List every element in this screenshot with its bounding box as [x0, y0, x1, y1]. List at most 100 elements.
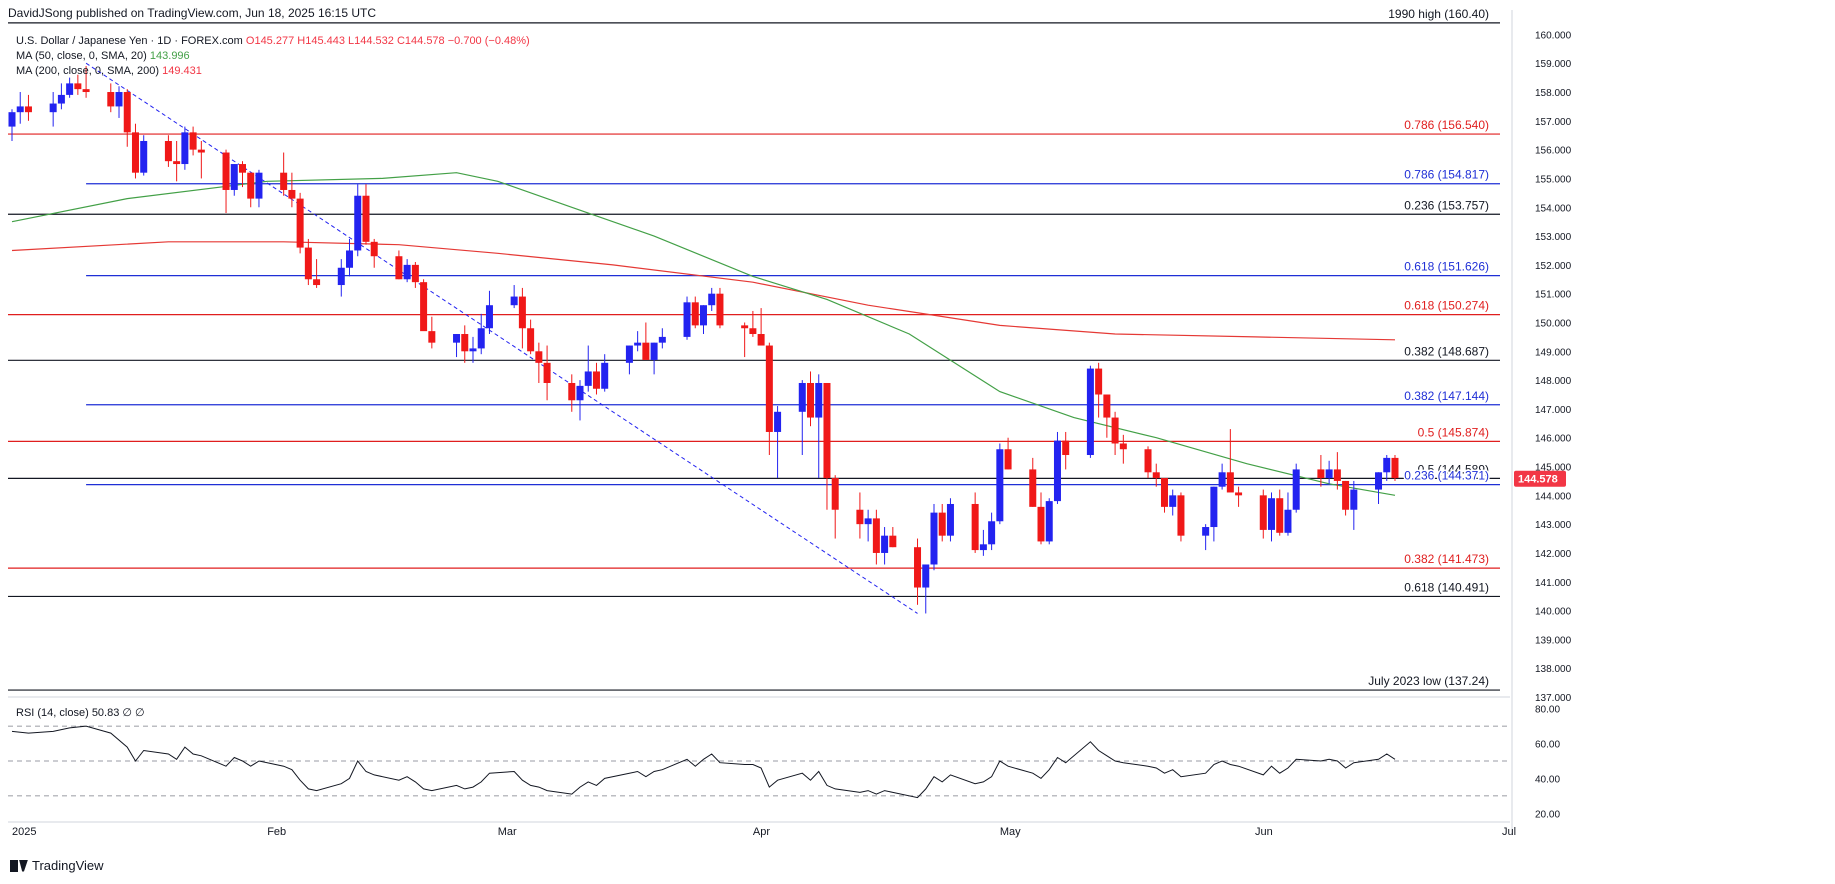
candle-body[interactable] [280, 172, 288, 190]
candle-body[interactable] [57, 94, 65, 104]
candle-body[interactable] [1029, 469, 1037, 507]
candle-body[interactable] [428, 331, 436, 343]
candle-body[interactable] [988, 521, 996, 545]
tradingview-brand[interactable]: TradingView [10, 858, 104, 873]
candle-body[interactable] [485, 305, 493, 329]
candle-body[interactable] [222, 152, 230, 190]
candle-body[interactable] [1292, 469, 1300, 510]
candle-body[interactable] [807, 382, 815, 418]
rsi-legend[interactable]: RSI (14, close) 50.83 ∅ ∅ [16, 706, 145, 719]
dashed-trendline[interactable] [85, 62, 918, 614]
candle-body[interactable] [255, 172, 263, 199]
candle-body[interactable] [1053, 440, 1061, 502]
candle-body[interactable] [24, 106, 32, 113]
candle-body[interactable] [864, 518, 872, 525]
candle-body[interactable] [1144, 449, 1152, 473]
candle-body[interactable] [1218, 472, 1226, 487]
candle-body[interactable] [49, 103, 57, 113]
candle-body[interactable] [395, 256, 403, 280]
candle-body[interactable] [757, 334, 765, 346]
candle-body[interactable] [1202, 527, 1210, 536]
candle-body[interactable] [173, 161, 181, 165]
candle-body[interactable] [1062, 440, 1070, 456]
candle-body[interactable] [230, 164, 238, 190]
candle-body[interactable] [313, 279, 321, 286]
candle-body[interactable] [1160, 478, 1168, 507]
candle-body[interactable] [123, 92, 131, 133]
candle-body[interactable] [1333, 469, 1341, 481]
candle-body[interactable] [1177, 495, 1185, 536]
candle-body[interactable] [708, 293, 716, 306]
candle-body[interactable] [8, 112, 16, 127]
candle-body[interactable] [650, 342, 658, 360]
candle-body[interactable] [74, 83, 82, 90]
candle-body[interactable] [115, 92, 123, 107]
candle-body[interactable] [938, 512, 946, 536]
candle-body[interactable] [140, 140, 148, 173]
candle-body[interactable] [1111, 417, 1119, 444]
candle-body[interactable] [1095, 368, 1103, 395]
ma200-row[interactable]: MA (200, close, 0, SMA, 200) 149.431 [16, 64, 530, 79]
candle-body[interactable] [979, 544, 987, 551]
candle-body[interactable] [749, 328, 757, 335]
candle-body[interactable] [354, 195, 362, 251]
candle-body[interactable] [1119, 443, 1127, 450]
candle-body[interactable] [1375, 472, 1383, 490]
candle-body[interactable] [107, 92, 115, 107]
rsi-line[interactable] [11, 725, 1396, 799]
candle-body[interactable] [247, 172, 255, 199]
candle-body[interactable] [568, 382, 576, 401]
candle-body[interactable] [362, 195, 370, 242]
symbol-title[interactable]: U.S. Dollar / Japanese Yen · 1D · FOREX.… [16, 35, 243, 47]
candle-body[interactable] [238, 164, 246, 173]
candle-body[interactable] [535, 351, 543, 363]
candle-body[interactable] [1235, 492, 1243, 496]
candle-body[interactable] [1350, 489, 1358, 510]
candle-body[interactable] [469, 348, 477, 352]
candle-body[interactable] [543, 362, 551, 383]
candle-body[interactable] [601, 362, 609, 389]
candle-body[interactable] [881, 535, 889, 553]
ma200-line[interactable] [11, 241, 1396, 341]
candle-body[interactable] [346, 250, 354, 268]
last-price-tag[interactable] [1514, 470, 1566, 487]
candle-body[interactable] [930, 512, 938, 565]
candle-body[interactable] [625, 345, 633, 363]
candle-body[interactable] [1169, 495, 1177, 507]
candle-body[interactable] [683, 302, 691, 337]
candle-body[interactable] [658, 336, 666, 343]
candle-body[interactable] [370, 241, 378, 257]
candle-body[interactable] [403, 264, 411, 280]
candle-body[interactable] [1325, 469, 1333, 479]
candle-body[interactable] [1086, 368, 1094, 456]
candle-body[interactable] [197, 149, 205, 153]
candle-body[interactable] [1284, 509, 1292, 533]
candle-body[interactable] [1103, 394, 1111, 418]
candle-body[interactable] [922, 564, 930, 588]
candle-body[interactable] [1152, 472, 1160, 479]
candle-body[interactable] [288, 189, 296, 199]
candle-body[interactable] [66, 83, 74, 95]
candle-body[interactable] [798, 382, 806, 412]
candle-body[interactable] [527, 328, 535, 352]
candle-body[interactable] [164, 140, 172, 162]
candle-body[interactable] [1276, 498, 1284, 533]
candle-body[interactable] [477, 328, 485, 349]
candle-body[interactable] [1268, 498, 1276, 530]
candle-body[interactable] [518, 296, 526, 329]
candle-body[interactable] [971, 503, 979, 551]
candle-body[interactable] [774, 411, 782, 432]
candle-body[interactable] [592, 371, 600, 389]
candle-body[interactable] [765, 345, 773, 432]
candle-body[interactable] [831, 478, 839, 510]
candle-body[interactable] [420, 282, 428, 332]
candle-body[interactable] [699, 305, 707, 326]
candle-body[interactable] [1045, 501, 1053, 542]
candle-body[interactable] [716, 293, 724, 326]
candle-body[interactable] [181, 132, 189, 165]
candle-body[interactable] [304, 247, 312, 280]
candle-body[interactable] [823, 382, 831, 479]
candle-body[interactable] [337, 267, 345, 286]
candle-body[interactable] [889, 535, 897, 548]
